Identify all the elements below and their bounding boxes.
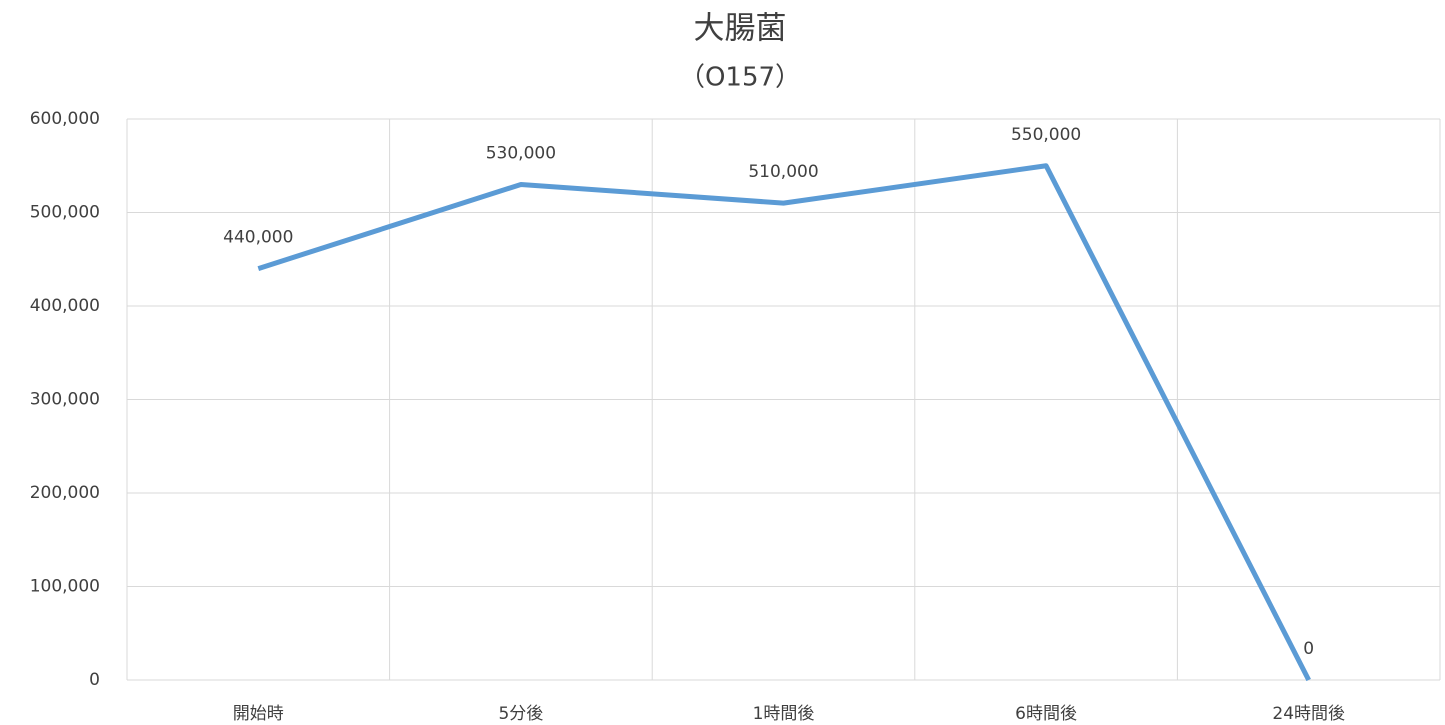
data-label: 510,000	[748, 162, 818, 182]
data-label: 530,000	[486, 143, 556, 163]
x-tick-label: 開始時	[233, 704, 284, 724]
y-tick-label: 0	[89, 670, 100, 690]
y-tick-label: 600,000	[30, 109, 100, 129]
chart-subtitle: （O157）	[679, 63, 801, 93]
x-tick-label: 6時間後	[1015, 704, 1077, 724]
data-label: 0	[1303, 639, 1314, 659]
data-label: 550,000	[1011, 125, 1081, 145]
y-tick-label: 400,000	[30, 296, 100, 316]
x-tick-label: 1時間後	[753, 704, 815, 724]
chart-title: 大腸菌	[694, 11, 787, 47]
y-tick-label: 500,000	[30, 203, 100, 223]
y-tick-label: 300,000	[30, 390, 100, 410]
data-label: 440,000	[223, 228, 293, 248]
x-tick-label: 24時間後	[1272, 704, 1345, 724]
x-tick-label: 5分後	[498, 704, 543, 724]
y-tick-label: 100,000	[30, 577, 100, 597]
line-series	[257, 163, 1311, 682]
y-tick-label: 200,000	[30, 483, 100, 503]
